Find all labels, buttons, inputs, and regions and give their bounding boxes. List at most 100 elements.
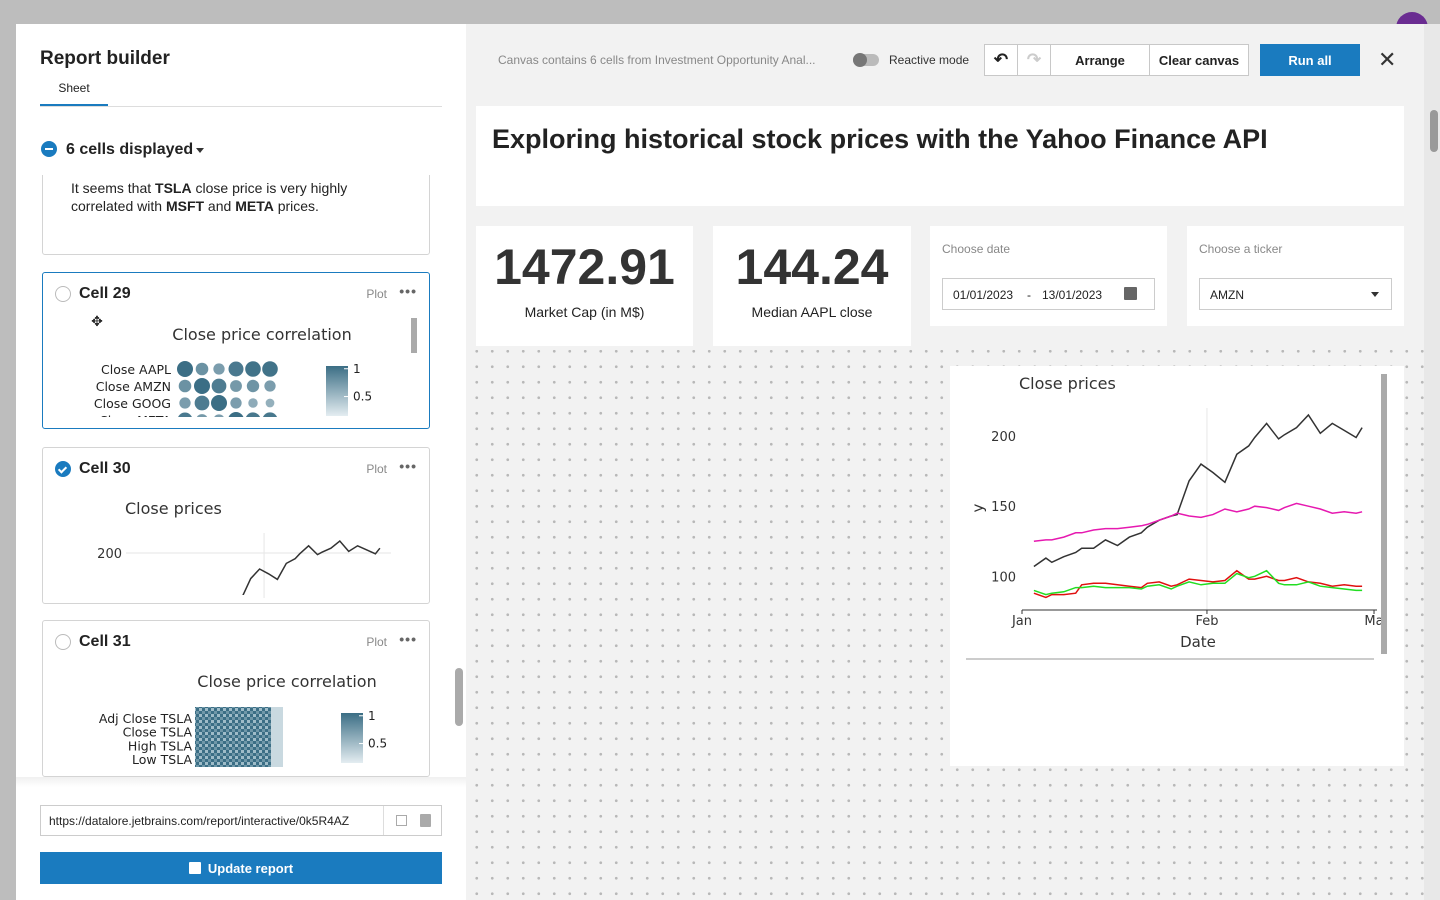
cell-card[interactable]: Close price correlation Adj Close TSLA Clo…	[42, 620, 430, 777]
reactive-toggle[interactable]	[853, 53, 879, 67]
colorbar-label: 1	[353, 362, 361, 376]
text: and	[204, 198, 236, 214]
text-cell[interactable]: It seems that TSLA close price is very h…	[42, 175, 430, 255]
tab-divider	[40, 106, 442, 107]
x-tick-label: Jan	[1011, 614, 1032, 629]
canvas-status: Canvas contains 6 cells from Investment …	[498, 53, 816, 67]
date-end: 13/01/2023	[1042, 288, 1103, 302]
row-label: Low TSLA	[132, 752, 192, 767]
plot-title: Close price correlation	[197, 672, 376, 691]
cell-menu[interactable]: •••	[399, 631, 417, 647]
text: TSLA	[155, 180, 192, 196]
series-line	[1033, 569, 1363, 596]
cell-kind: Plot	[366, 462, 387, 476]
corr-dot	[248, 398, 258, 408]
dropdown-caret[interactable]	[196, 148, 204, 153]
date-card: Choose date 01/01/2023 - 13/01/2023	[930, 226, 1167, 326]
arrange-button[interactable]: Arrange	[1050, 44, 1150, 76]
row-label: Close AMZN	[96, 379, 171, 394]
corr-dot	[264, 380, 276, 392]
x-tick-label: Feb	[1195, 614, 1218, 629]
corr-dot	[214, 414, 224, 417]
colorbar-label: 0.5	[353, 390, 372, 404]
update-icon	[188, 862, 201, 874]
update-report-button[interactable]: Update report	[40, 852, 442, 884]
cell-menu[interactable]: •••	[399, 458, 417, 474]
cell-list: It seems that TSLA close price is very h…	[16, 175, 466, 777]
corr-dot	[211, 395, 227, 411]
report-builder-panel: Report builder Sheet 6 cells displayed I…	[16, 24, 466, 900]
metric-label: Median AAPL close	[751, 304, 873, 320]
minus	[45, 148, 53, 150]
cell-kind: Plot	[366, 635, 387, 649]
corr-dot	[263, 412, 277, 417]
reactive-label: Reactive mode	[889, 53, 970, 67]
corr-dot	[196, 414, 208, 417]
series-line	[1033, 569, 1363, 599]
cell-card[interactable]: Close prices 200 Cell 30 Plot •••	[42, 447, 430, 604]
divider	[383, 806, 384, 835]
redo-button[interactable]: ↷	[1017, 44, 1051, 76]
cell-plot: Close price correlation Adj Close TSLAClo…	[99, 672, 387, 767]
colorbar	[341, 713, 363, 763]
series-line	[242, 539, 381, 595]
corr-dot	[265, 398, 275, 408]
row-label: High TSLA	[128, 738, 193, 753]
corr-dot	[213, 363, 225, 375]
colorbar-label: 0.5	[368, 737, 387, 751]
colorbar-label: 1	[368, 709, 376, 723]
date-sep: -	[1027, 288, 1031, 302]
cell-checkbox[interactable]	[55, 634, 71, 650]
open-icon[interactable]	[396, 815, 407, 826]
check	[57, 464, 68, 474]
corr-dot	[178, 412, 192, 417]
calendar-icon[interactable]	[1124, 287, 1137, 300]
page-scrollbar[interactable]	[1430, 110, 1438, 152]
cell-checkbox-checked[interactable]	[55, 461, 71, 477]
x-axis-label: Date	[1180, 633, 1216, 651]
cell-checkbox[interactable]	[55, 286, 71, 302]
heatmap-fade	[271, 707, 283, 767]
close-button[interactable]: ✕	[1378, 47, 1397, 72]
corr-dot	[194, 378, 210, 394]
corr-dot	[246, 412, 260, 417]
sheet-tab[interactable]: Sheet	[58, 81, 90, 95]
row-label: Adj Close TSLA	[99, 711, 193, 726]
cell-name: Cell 30	[79, 460, 131, 477]
undo-button[interactable]: ↶	[984, 44, 1018, 76]
cell-name: Cell 31	[79, 633, 131, 650]
url-field[interactable]: https://datalore.jetbrains.com/report/in…	[40, 805, 442, 836]
copy-icon[interactable]	[420, 814, 431, 827]
clear-canvas-button[interactable]: Clear canvas	[1149, 44, 1249, 76]
corr-dot	[228, 412, 244, 417]
ticker-value: AMZN	[1210, 288, 1244, 302]
lines	[242, 539, 381, 595]
plot-scrollbar	[411, 318, 417, 353]
metric-label: Market Cap (in M$)	[524, 304, 645, 320]
ticker-label: Choose a ticker	[1199, 242, 1283, 256]
corr-dot	[195, 362, 209, 376]
date-input[interactable]: 01/01/2023 - 13/01/2023	[942, 278, 1155, 310]
cell-menu[interactable]: •••	[399, 283, 417, 299]
ticker-card: Choose a ticker AMZN	[1187, 226, 1404, 326]
text-cell-body: It seems that TSLA close price is very h…	[71, 179, 411, 215]
corr-dot	[245, 361, 261, 377]
cells-displayed[interactable]: 6 cells displayed	[66, 141, 194, 158]
corr-dot	[230, 380, 242, 392]
text: MSFT	[165, 198, 205, 214]
deselect-icon[interactable]	[41, 141, 57, 157]
row-label: Close GOOG	[94, 396, 171, 411]
run-all-button[interactable]: Run all	[1260, 44, 1360, 76]
cell-card[interactable]: Close price correlation Close AAPL Close A…	[42, 272, 430, 429]
corr-dot	[228, 361, 244, 377]
panel-scrollbar[interactable]	[455, 668, 463, 726]
y-axis-label: y	[969, 503, 987, 512]
title-card: Exploring historical stock prices with t…	[476, 106, 1404, 206]
matrix: Close AAPL Close AMZN Close GOOG Close META	[94, 361, 278, 417]
text: It seems that	[71, 180, 156, 196]
ticker-select[interactable]: AMZN	[1199, 278, 1392, 310]
button-label: Update report	[207, 860, 294, 876]
corr-dot	[262, 361, 278, 377]
toggle-knob	[853, 53, 867, 67]
x-tick-label: Ma	[1364, 614, 1383, 629]
